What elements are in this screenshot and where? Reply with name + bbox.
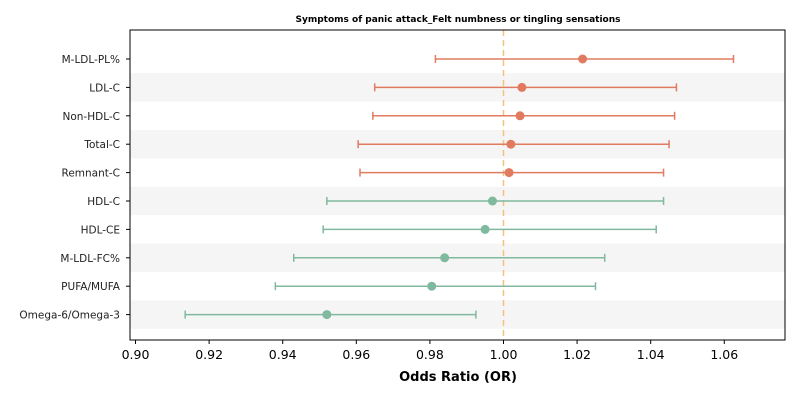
or-point — [517, 82, 527, 92]
or-point — [506, 139, 516, 149]
row-label: HDL-C — [87, 196, 120, 208]
x-axis: 0.90 0.92 0.94 0.96 0.98 1.00 1.02 1.04 1.06 — [122, 340, 738, 362]
x-tick-label: 1.04 — [637, 347, 665, 362]
estimate-row: M-LDL-PL% — [62, 54, 735, 66]
row-label: LDL-C — [89, 82, 120, 94]
plot-frame — [129, 29, 786, 341]
or-point — [504, 168, 514, 178]
estimate-row: HDL-C — [87, 196, 665, 208]
chart-title: Symptoms of panic attack_Felt numbness o… — [296, 15, 621, 25]
estimate-row: PUFA/MUFA — [61, 281, 597, 293]
x-tick-label: 1.06 — [710, 347, 738, 362]
or-point — [427, 281, 437, 291]
or-point — [515, 111, 525, 121]
x-tick-label: 0.96 — [342, 347, 370, 362]
row-label: M-LDL-PL% — [62, 54, 120, 66]
or-point — [480, 224, 490, 234]
row-label: HDL-CE — [81, 224, 120, 236]
x-tick-label: 1.00 — [490, 347, 518, 362]
x-axis-label: Odds Ratio (OR) — [399, 370, 517, 385]
estimate-rows: M-LDL-PL% LDL-C Non-HDL-C Total-C Remnant-C H… — [19, 54, 735, 322]
x-tick-label: 1.02 — [563, 347, 591, 362]
estimate-row: Non-HDL-C — [63, 111, 676, 123]
row-label: Non-HDL-C — [63, 111, 121, 123]
x-tick-label: 0.92 — [195, 347, 223, 362]
or-point — [578, 54, 588, 64]
x-tick-label: 0.90 — [122, 347, 150, 362]
estimate-row: LDL-C — [89, 82, 678, 94]
or-point — [440, 253, 450, 263]
row-label: Total-C — [83, 139, 120, 151]
row-label: M-LDL-FC% — [60, 253, 120, 265]
x-tick-label: 0.98 — [416, 347, 444, 362]
row-label: Omega-6/Omega-3 — [19, 310, 120, 322]
estimate-row: Total-C — [83, 139, 670, 151]
estimate-row: M-LDL-FC% — [60, 253, 606, 265]
estimate-row: Remnant-C — [62, 168, 665, 180]
or-point — [487, 196, 497, 206]
or-point — [322, 310, 332, 320]
x-tick-label: 0.94 — [269, 347, 297, 362]
estimate-row: Omega-6/Omega-3 — [19, 310, 477, 322]
row-label: PUFA/MUFA — [61, 281, 121, 293]
row-label: Remnant-C — [62, 168, 121, 180]
estimate-row: HDL-CE — [81, 224, 657, 236]
